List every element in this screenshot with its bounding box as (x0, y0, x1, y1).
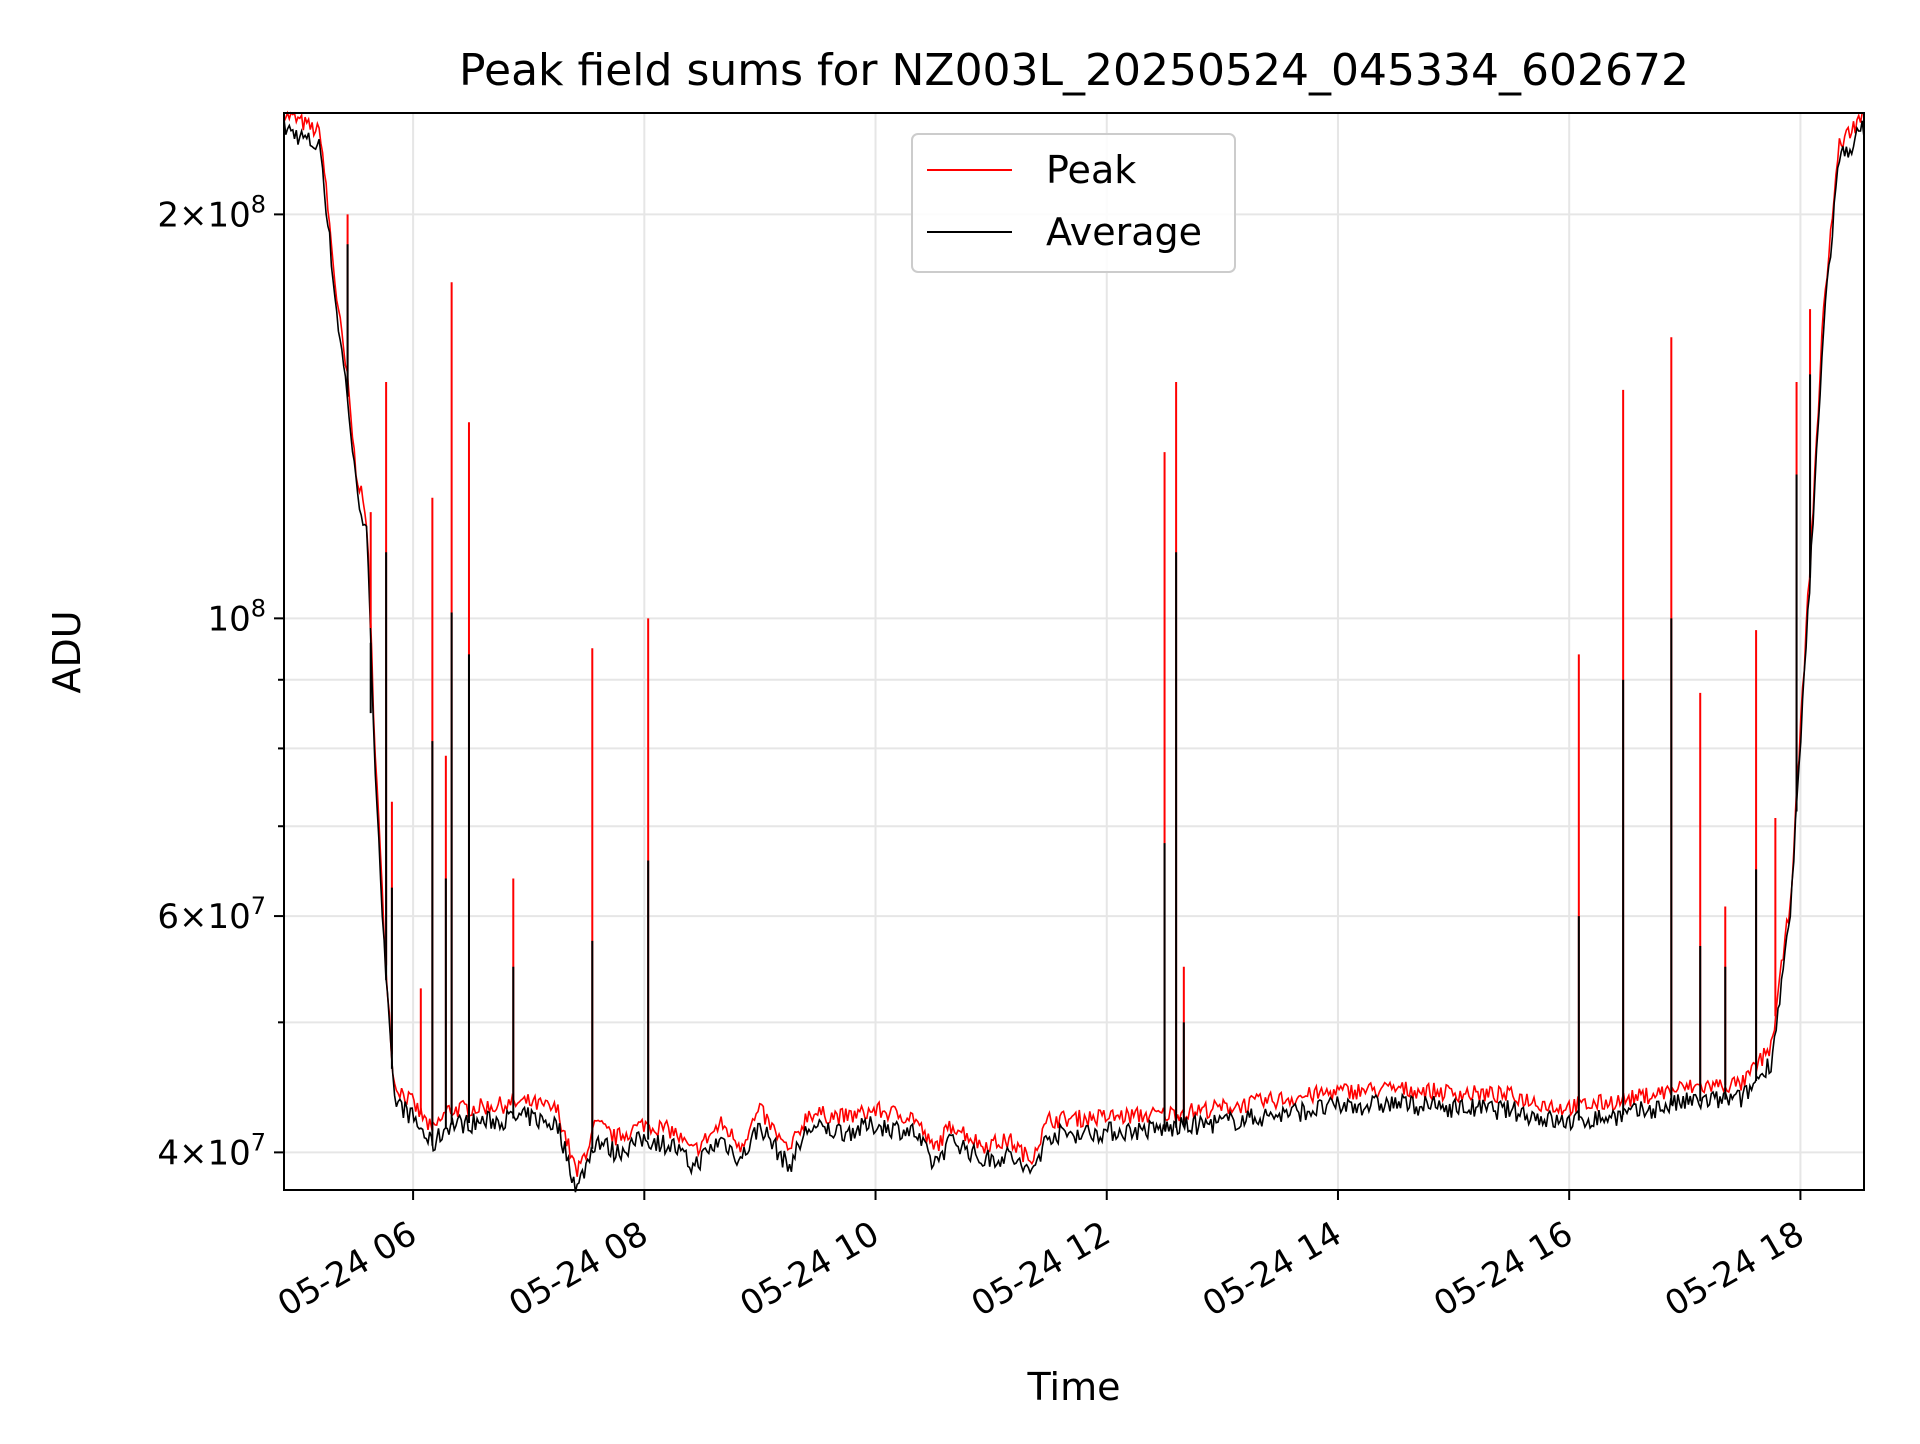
legend-box (911, 133, 1236, 273)
y-tick-label: 4×107 (157, 1128, 266, 1173)
series-peak-line (283, 110, 1865, 1177)
series-layer (283, 110, 1865, 1193)
legend-label-average: Average (1046, 210, 1202, 254)
legend: Peak Average (911, 133, 1236, 273)
chart-title: Peak field sums for NZ003L_20250524_0453… (459, 45, 1689, 96)
legend-label-peak: Peak (1046, 148, 1136, 192)
y-tick-label: 6×107 (157, 892, 266, 937)
y-axis-label: ADU (45, 610, 89, 693)
series-average-line (283, 119, 1865, 1193)
y-tick-label: 108 (207, 594, 266, 639)
plot-frame (283, 112, 1865, 1191)
x-axis-label: Time (1027, 1365, 1121, 1409)
y-tick-label: 2×108 (157, 190, 266, 235)
